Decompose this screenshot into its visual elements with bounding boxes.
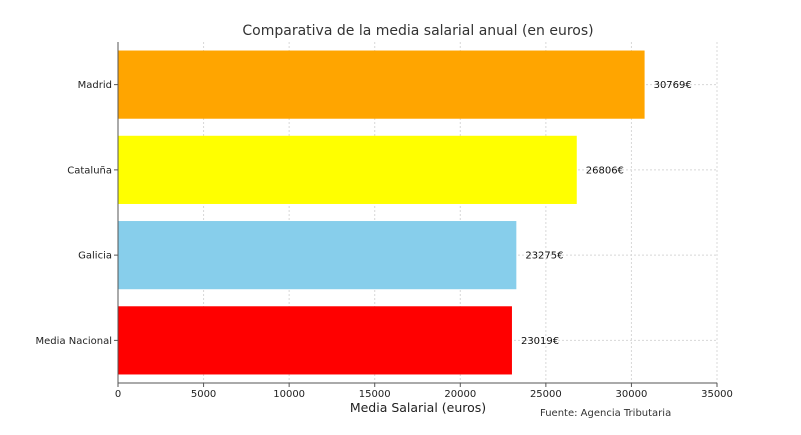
x-ticks: 0 5000 10000 15000 20000 25000 30000 35000: [115, 383, 733, 400]
bar-galicia: [118, 221, 517, 290]
data-label: 23019€: [521, 336, 559, 347]
x-tick-label: 35000: [701, 389, 733, 400]
x-tick-label: 30000: [616, 389, 648, 400]
data-label: 30769€: [654, 80, 692, 91]
source-annotation: Fuente: Agencia Tributaria: [540, 408, 671, 419]
data-label: 23275€: [525, 251, 563, 262]
x-tick-label: 20000: [444, 389, 476, 400]
x-tick-label: 10000: [273, 389, 305, 400]
y-tick-label: Madrid: [78, 80, 112, 91]
bar-cataluña: [118, 135, 577, 204]
y-tick-label: Media Nacional: [36, 336, 112, 347]
x-tick-label: 0: [115, 389, 121, 400]
data-label: 26806€: [586, 165, 624, 176]
x-tick-label: 15000: [359, 389, 391, 400]
bar-media-nacional: [118, 306, 512, 375]
x-tick-label: 5000: [191, 389, 216, 400]
x-tick-label: 25000: [530, 389, 562, 400]
y-tick-label: Cataluña: [67, 165, 112, 176]
chart-title: Comparativa de la media salarial anual (…: [242, 23, 593, 39]
bars: [118, 50, 645, 375]
y-ticks: Madrid Cataluña Galicia Media Nacional: [36, 80, 118, 347]
bar-madrid: [118, 50, 645, 119]
data-labels: 30769€ 26806€ 23275€ 23019€: [521, 80, 692, 347]
y-tick-label: Galicia: [78, 251, 112, 262]
x-axis-label: Media Salarial (euros): [350, 400, 486, 415]
